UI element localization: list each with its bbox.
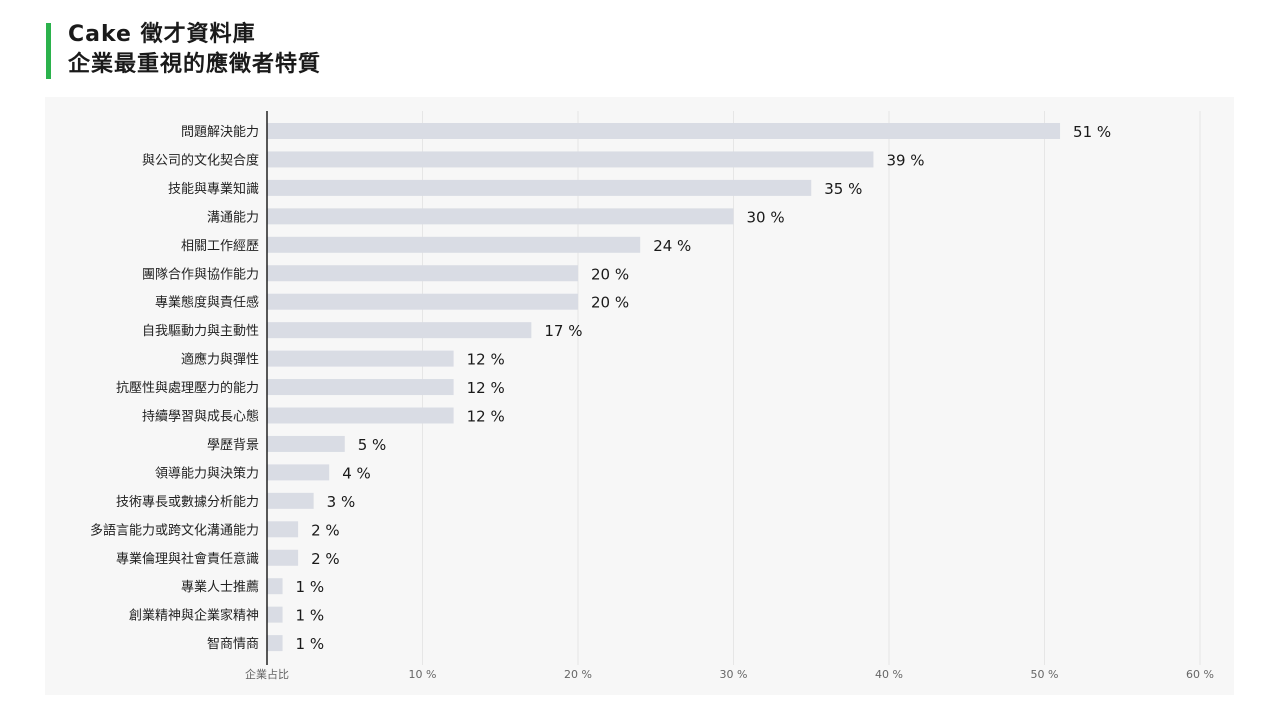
data-label: 12 % — [467, 379, 505, 397]
data-label: 12 % — [467, 351, 505, 369]
bar — [267, 549, 299, 566]
x-tick-label: 50 % — [1031, 668, 1059, 681]
bar — [267, 151, 874, 168]
page-title: Cake 徵才資料庫 企業最重視的應徵者特質 — [68, 20, 321, 80]
category-label: 自我驅動力與主動性 — [142, 324, 259, 339]
category-label: 專業倫理與社會責任意識 — [116, 551, 259, 567]
bar — [267, 464, 330, 481]
bar — [267, 606, 283, 623]
data-label: 3 % — [327, 493, 356, 511]
bar — [267, 492, 314, 509]
data-label: 35 % — [824, 180, 862, 198]
data-label: 5 % — [358, 436, 387, 454]
bar — [267, 208, 734, 225]
category-label: 技能與專業知識 — [168, 181, 259, 197]
bar — [267, 407, 454, 424]
bar — [267, 293, 578, 310]
category-label: 適應力與彈性 — [181, 352, 259, 368]
chart-panel: 問題解決能力 51 % 與公司的文化契合度 39 % 技能與專業知識 35 % 溝通能力 30… — [45, 97, 1234, 695]
category-label: 智商情商 — [207, 637, 259, 652]
data-label: 1 % — [296, 607, 325, 625]
category-label: 創業精神與企業家精神 — [129, 608, 259, 624]
bar — [267, 350, 454, 367]
x-tick-label: 60 % — [1186, 668, 1214, 681]
category-label: 相關工作經歷 — [181, 239, 259, 254]
bar — [267, 379, 454, 396]
category-label: 溝通能力 — [207, 210, 259, 225]
data-label: 1 % — [296, 635, 325, 653]
bar — [267, 265, 578, 282]
bar — [267, 236, 641, 253]
data-label: 20 % — [591, 294, 629, 312]
data-label: 39 % — [886, 151, 924, 169]
category-label: 持續學習與成長心態 — [142, 409, 259, 425]
bar-chart: 問題解決能力 51 % 與公司的文化契合度 39 % 技能與專業知識 35 % 溝通能力 30… — [90, 111, 1214, 681]
category-label: 專業人士推薦 — [181, 579, 259, 595]
category-label: 與公司的文化契合度 — [142, 152, 259, 168]
data-label: 24 % — [653, 237, 691, 255]
data-label: 1 % — [296, 578, 325, 596]
bar — [267, 435, 345, 452]
data-label: 2 % — [311, 550, 340, 568]
title-accent-bar — [46, 23, 51, 79]
bar — [267, 123, 1061, 139]
x-tick-label: 20 % — [564, 668, 592, 681]
category-label: 專業態度與責任感 — [155, 295, 259, 311]
category-label: 團隊合作與協作能力 — [142, 266, 259, 282]
title-line-1: Cake 徵才資料庫 — [68, 22, 256, 47]
category-label: 抗壓性與處理壓力的能力 — [116, 380, 259, 396]
title-line-2: 企業最重視的應徵者特質 — [68, 52, 322, 77]
x-tick-label: 40 % — [875, 668, 903, 681]
category-label: 技術專長或數據分析能力 — [116, 495, 259, 510]
category-label: 學歷背景 — [207, 438, 259, 453]
category-label: 問題解決能力 — [181, 125, 259, 140]
data-label: 4 % — [342, 464, 371, 482]
data-label: 12 % — [467, 408, 505, 426]
category-label: 領導能力與決策力 — [155, 465, 259, 481]
bar — [267, 521, 299, 538]
bar — [267, 322, 532, 339]
data-label: 17 % — [544, 322, 582, 340]
bar — [267, 578, 283, 595]
x-axis-label: 企業占比 — [245, 667, 289, 681]
bar — [267, 635, 283, 652]
bar — [267, 179, 812, 196]
data-label: 20 % — [591, 265, 629, 283]
x-tick-label: 10 % — [409, 668, 437, 681]
category-label: 多語言能力或跨文化溝通能力 — [90, 522, 259, 538]
data-label: 2 % — [311, 521, 340, 539]
data-label: 51 % — [1073, 123, 1111, 141]
data-label: 30 % — [747, 208, 785, 226]
x-tick-label: 30 % — [720, 668, 748, 681]
